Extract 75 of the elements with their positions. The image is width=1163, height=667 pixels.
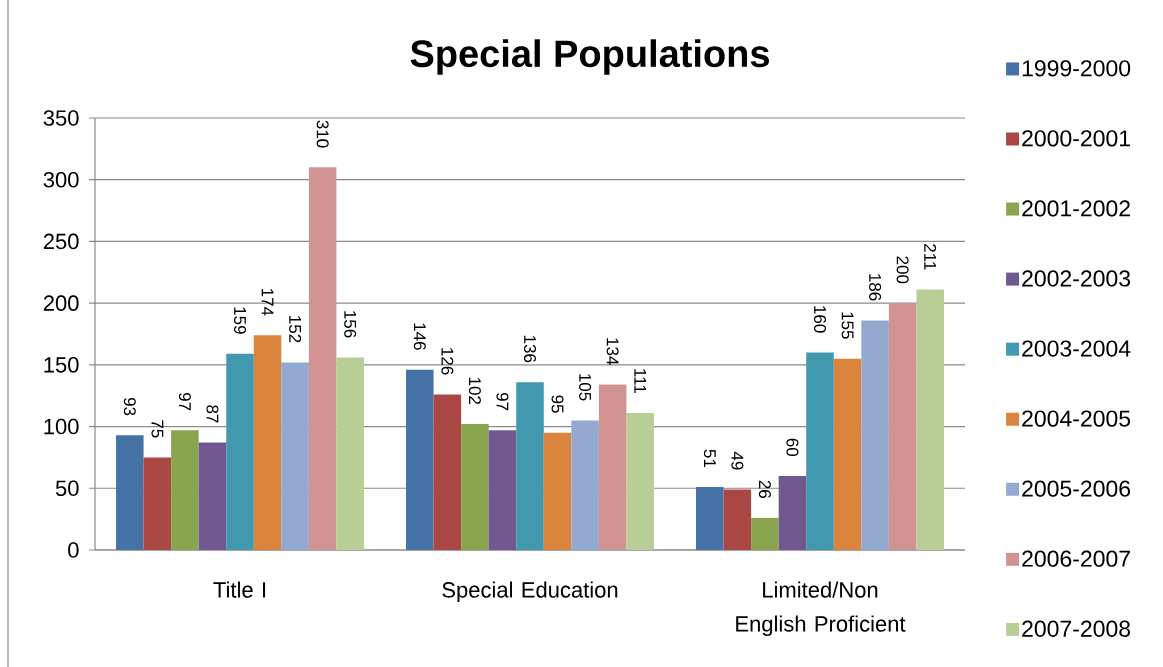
bar <box>308 167 337 550</box>
legend-label: 2002-2003 <box>1022 270 1131 287</box>
data-label: 60 <box>786 438 799 457</box>
bar <box>226 353 254 550</box>
bar <box>406 369 434 550</box>
legend-label: 2007-2008 <box>1022 620 1131 637</box>
data-label: 105 <box>579 374 592 401</box>
bar <box>571 420 599 550</box>
legend-label: 2000-2001 <box>1022 130 1130 147</box>
y-tick-label: 150 <box>44 357 79 373</box>
chart-title: Special Populations <box>410 39 769 75</box>
data-label: 310 <box>316 120 329 148</box>
data-label: 49 <box>731 451 744 470</box>
data-label: 155 <box>841 312 854 339</box>
data-label: 156 <box>344 311 357 338</box>
bar <box>888 303 917 550</box>
bar <box>861 320 889 550</box>
bar <box>336 357 364 550</box>
data-label: 97 <box>496 392 509 411</box>
bar <box>696 487 724 550</box>
data-label: 95 <box>551 395 564 413</box>
bar <box>433 394 462 550</box>
data-label: 134 <box>606 338 619 365</box>
legend-label: 2001-2002 <box>1022 200 1130 217</box>
data-label: 111 <box>634 369 647 393</box>
data-label: 146 <box>413 323 426 350</box>
legend-label: 2004-2005 <box>1022 410 1131 427</box>
bar <box>143 457 172 550</box>
bar <box>543 432 572 550</box>
data-label: 186 <box>869 274 882 301</box>
bar <box>516 382 544 550</box>
y-tick-label: 0 <box>68 542 79 558</box>
data-label: 152 <box>289 316 302 343</box>
data-label: 102 <box>468 377 481 405</box>
bar <box>253 335 282 550</box>
y-tick-label: 250 <box>43 233 79 250</box>
bar <box>198 442 227 550</box>
bar <box>806 352 834 550</box>
data-label: 26 <box>758 480 771 498</box>
data-label: 75 <box>151 420 164 438</box>
x-tick-label: Special Education <box>442 581 618 603</box>
x-tick-label: Limited/Non English Proficient <box>736 581 906 637</box>
y-tick-label: 300 <box>43 171 79 188</box>
y-tick-label: 50 <box>55 480 79 497</box>
bar <box>723 489 752 550</box>
bar <box>778 475 807 550</box>
bar <box>281 362 309 550</box>
data-label: 136 <box>523 335 537 363</box>
bar <box>751 517 779 550</box>
x-tick-label: Title I <box>213 581 266 598</box>
legend-label: 2003-2004 <box>1022 340 1131 357</box>
data-label: 159 <box>233 307 247 334</box>
bar <box>833 358 862 550</box>
data-label: 200 <box>896 256 909 284</box>
bar <box>461 424 489 550</box>
y-tick-label: 200 <box>43 295 79 311</box>
data-label: 211 <box>924 244 937 270</box>
data-label: 93 <box>123 397 136 416</box>
legend-label: 1999-2000 <box>1022 60 1131 77</box>
legend-label: 2005-2006 <box>1022 480 1131 497</box>
data-label: 51 <box>703 449 716 468</box>
bar <box>171 430 199 550</box>
bar <box>916 289 944 550</box>
y-tick-label: 100 <box>44 418 79 435</box>
data-label: 160 <box>813 306 827 333</box>
bar <box>116 435 144 550</box>
data-label: 87 <box>206 405 219 423</box>
data-label: 97 <box>178 392 191 411</box>
data-label: 126 <box>441 348 454 375</box>
bar <box>488 430 517 550</box>
data-label: 174 <box>261 288 274 316</box>
bar <box>626 412 654 550</box>
legend-label: 2006-2007 <box>1022 550 1130 567</box>
bar <box>598 384 627 550</box>
y-tick-label: 350 <box>43 110 79 126</box>
